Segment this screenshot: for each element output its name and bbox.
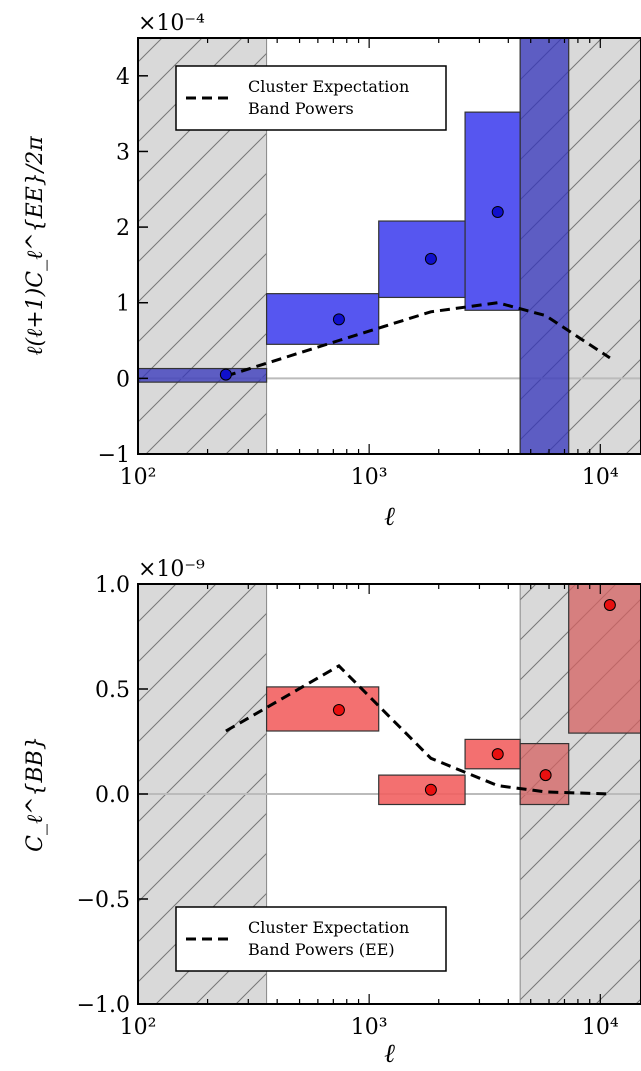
band-power-point <box>424 252 437 265</box>
y-axis-label: C_ℓ^{BB} <box>23 736 48 852</box>
y-tick-label: 0.5 <box>95 678 130 703</box>
band-power-point <box>603 599 616 611</box>
y-tick-label: 0 <box>116 367 130 392</box>
legend-entry: Band Powers (EE) <box>248 940 395 959</box>
y-tick-label: 1 <box>116 292 130 317</box>
x-axis-label: ℓ <box>384 1039 395 1069</box>
y-tick-label: 4 <box>116 65 130 90</box>
y-axis-label: ℓ(ℓ+1)C_ℓ^{EE}/2π <box>23 136 48 356</box>
legend-box <box>175 65 447 131</box>
y-tick-label: −0.5 <box>77 888 130 913</box>
legend-entry: Cluster Expectation <box>248 77 409 96</box>
band-power-box <box>265 293 380 345</box>
x-axis-label: ℓ <box>384 502 395 532</box>
legend-entry: Band Powers <box>248 99 354 118</box>
panel-bb <box>137 583 641 1005</box>
y-tick-label: 2 <box>116 216 130 241</box>
plot-frame <box>137 37 641 455</box>
x-tick-label: 10² <box>120 465 157 490</box>
y-tick-label: −1.0 <box>77 993 130 1018</box>
legend-entry: Cluster Expectation <box>248 918 409 937</box>
y-tick-label: 0.0 <box>95 783 130 808</box>
x-tick-label: 10⁴ <box>582 465 619 490</box>
band-power-box <box>265 686 380 732</box>
band-power-point <box>491 205 504 218</box>
x-tick-label: 10² <box>120 1015 157 1040</box>
band-power-box <box>378 774 466 806</box>
y-tick-label: 1.0 <box>95 573 130 598</box>
band-power-point <box>424 783 437 796</box>
y-tick-label: −1 <box>98 443 130 468</box>
band-power-point <box>332 704 345 716</box>
y-multiplier: ×10⁻⁹ <box>138 557 205 582</box>
y-multiplier: ×10⁻⁴ <box>138 11 205 36</box>
y-tick-label: 3 <box>116 140 130 165</box>
panel-ee <box>137 37 641 455</box>
x-tick-label: 10⁴ <box>582 1015 619 1040</box>
band-power-point <box>539 769 552 782</box>
x-tick-label: 10³ <box>351 465 388 490</box>
band-power-box <box>568 583 641 734</box>
x-tick-label: 10³ <box>351 1015 388 1040</box>
expectation-line <box>225 664 610 796</box>
band-power-point <box>332 313 345 326</box>
band-power-box <box>378 220 466 299</box>
band-power-box <box>519 37 570 455</box>
band-power-point <box>491 748 504 761</box>
legend-box <box>175 906 447 972</box>
expectation-line <box>225 301 611 378</box>
band-power-point <box>219 368 232 381</box>
